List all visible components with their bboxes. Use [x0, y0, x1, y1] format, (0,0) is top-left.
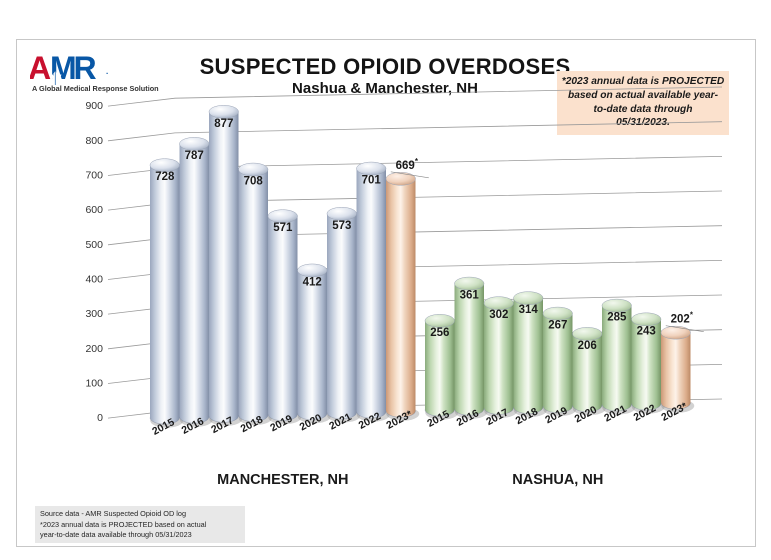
svg-text:701: 701	[362, 175, 382, 187]
svg-text:800: 800	[85, 135, 103, 147]
svg-text:573: 573	[332, 220, 351, 232]
svg-text:571: 571	[273, 222, 293, 234]
svg-text:669*: 669*	[396, 157, 419, 172]
svg-text:500: 500	[85, 239, 103, 251]
svg-text:361: 361	[460, 290, 480, 302]
svg-text:300: 300	[85, 308, 103, 320]
svg-text:400: 400	[85, 274, 103, 286]
svg-text:MANCHESTER, NH: MANCHESTER, NH	[217, 472, 348, 488]
svg-text:700: 700	[85, 170, 103, 182]
svg-text:256: 256	[430, 327, 449, 339]
svg-text:877: 877	[214, 118, 233, 130]
svg-text:600: 600	[85, 204, 103, 216]
svg-text:285: 285	[607, 312, 627, 324]
svg-text:302: 302	[489, 309, 508, 321]
svg-text:200: 200	[85, 343, 103, 355]
svg-text:NASHUA, NH: NASHUA, NH	[512, 472, 603, 488]
svg-text:243: 243	[637, 325, 656, 337]
svg-text:314: 314	[519, 304, 539, 316]
svg-text:708: 708	[244, 176, 264, 188]
svg-text:100: 100	[85, 378, 103, 390]
svg-text:206: 206	[578, 340, 597, 352]
svg-text:412: 412	[303, 277, 322, 289]
svg-text:900: 900	[85, 100, 103, 112]
svg-text:728: 728	[155, 171, 175, 183]
svg-text:267: 267	[548, 320, 567, 332]
svg-text:0: 0	[97, 412, 103, 424]
svg-text:202*: 202*	[671, 311, 694, 326]
svg-text:787: 787	[185, 150, 204, 162]
